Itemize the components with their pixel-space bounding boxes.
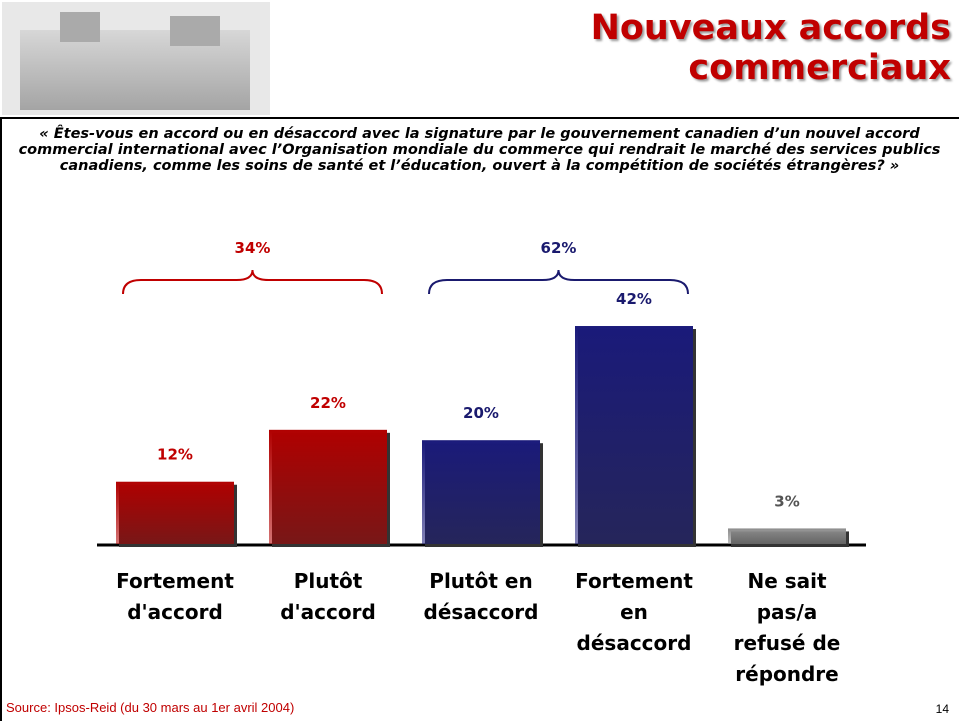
value-label: 42% <box>616 290 652 308</box>
bar <box>116 481 234 544</box>
category-label: Fortement d'accord <box>116 569 234 624</box>
group-label: 62% <box>541 239 577 257</box>
slide-title: Nouveaux accords commerciaux <box>590 8 951 88</box>
category-label: Ne sait pas/a refusé de répondre <box>733 569 841 686</box>
bar <box>269 429 387 544</box>
value-label: 20% <box>463 404 499 422</box>
category-label: Plutôt en désaccord <box>423 569 539 624</box>
header-photo <box>2 2 270 115</box>
question: « Êtes-vous en accord ou en désaccord av… <box>18 126 941 174</box>
bar <box>728 528 846 544</box>
bar <box>422 440 540 544</box>
value-label: 22% <box>310 394 346 412</box>
value-label: 3% <box>774 492 799 510</box>
category-label: Fortement en désaccord <box>575 569 693 655</box>
group-bracket <box>122 269 383 295</box>
category-label: Plutôt d'accord <box>280 569 376 624</box>
value-label: 12% <box>157 446 193 464</box>
group-label: 34% <box>235 239 271 257</box>
group-bracket <box>428 269 689 295</box>
page-number: 14 <box>935 702 949 716</box>
bar <box>575 326 693 544</box>
source: Source: Ipsos-Reid (du 30 mars au 1er av… <box>6 700 295 715</box>
